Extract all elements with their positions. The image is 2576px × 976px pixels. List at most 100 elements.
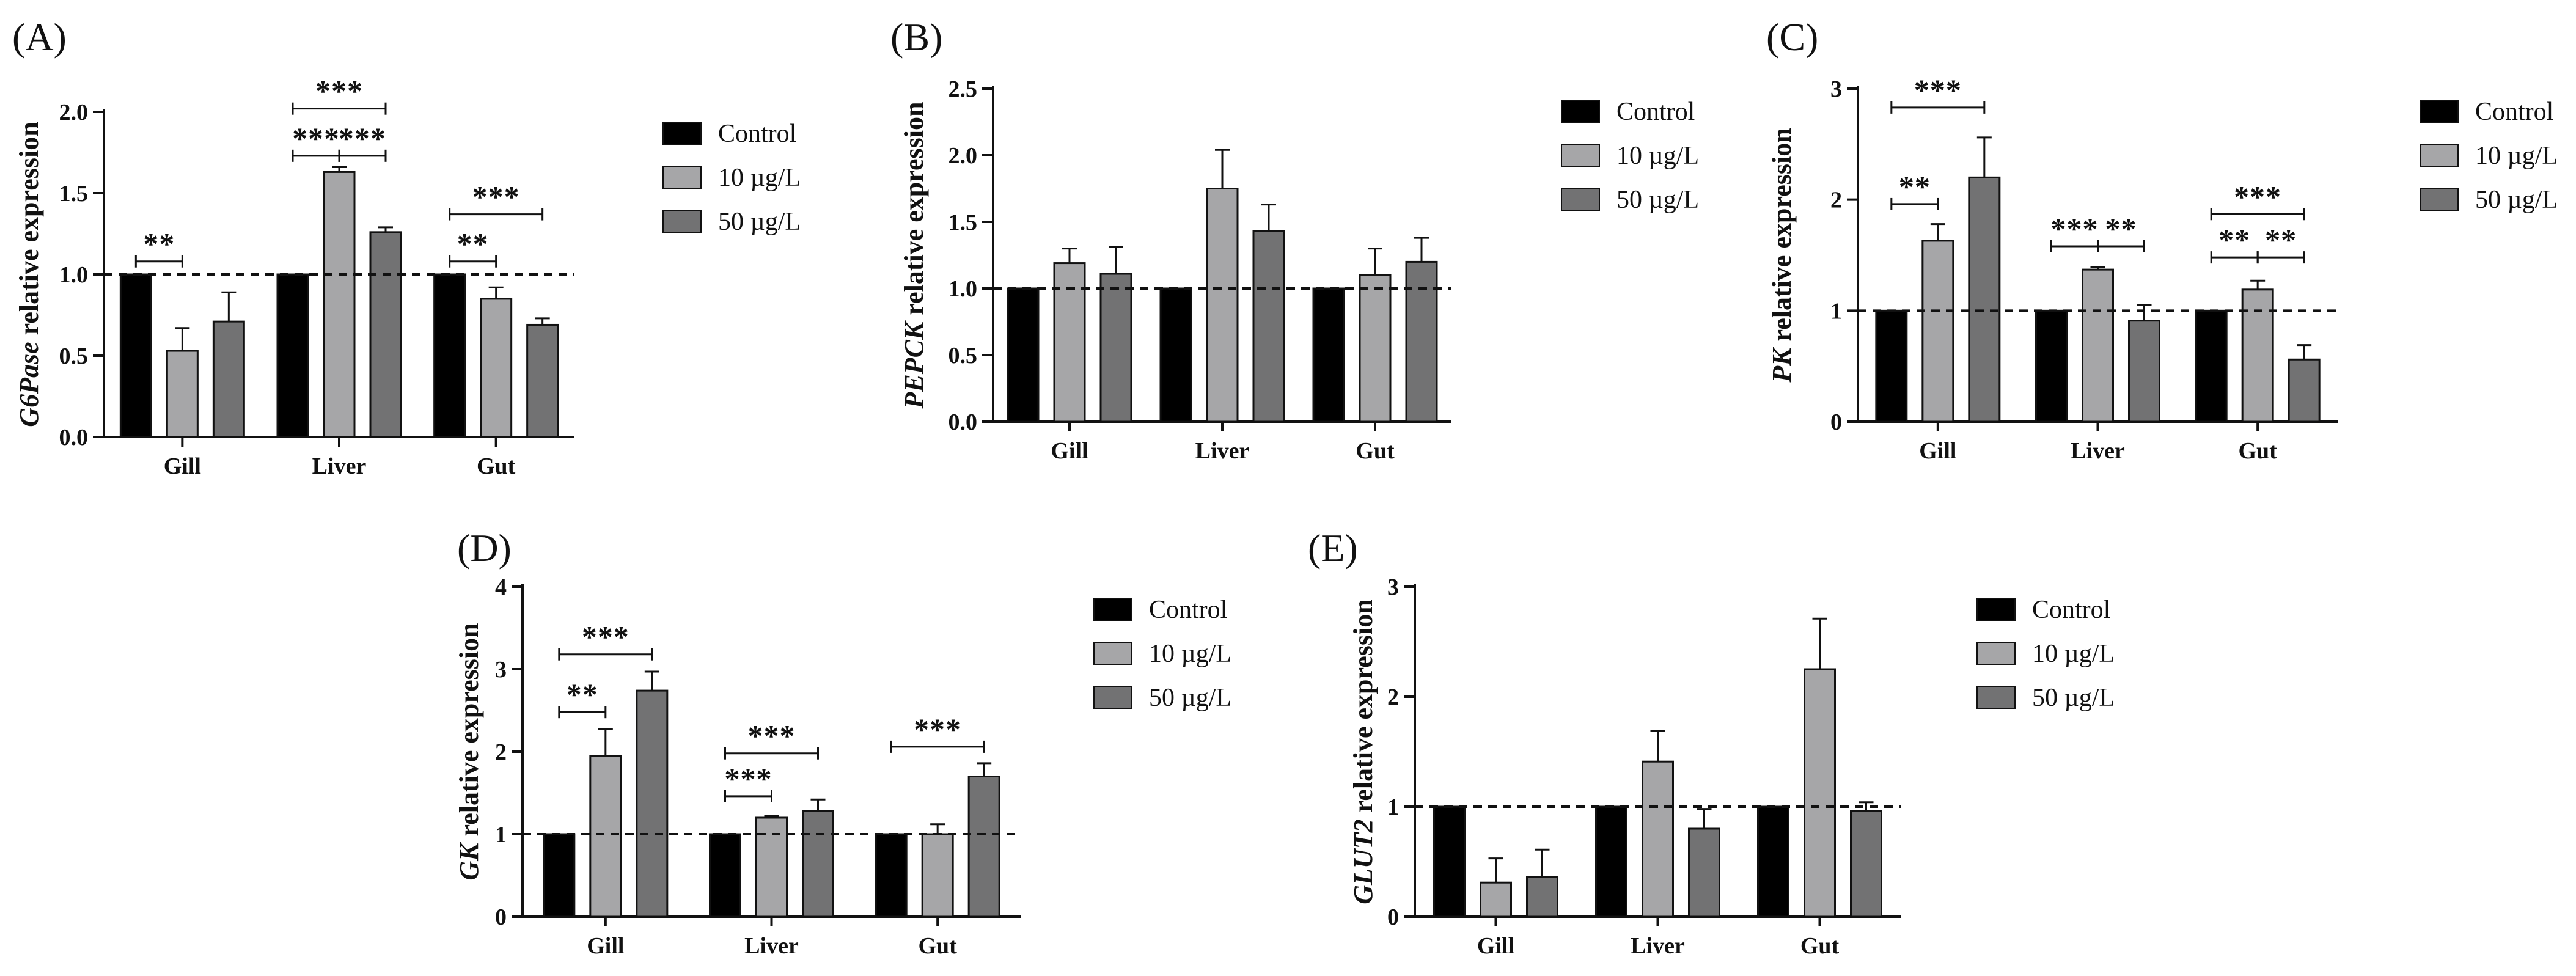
y-axis-gene: PK bbox=[1767, 347, 1797, 383]
sig-label: ** bbox=[2218, 222, 2250, 257]
y-tick-label: 2.5 bbox=[949, 76, 978, 102]
legend-swatch-2 bbox=[1093, 686, 1132, 709]
legend-swatch-1 bbox=[662, 166, 702, 189]
sig-label: *** bbox=[914, 712, 961, 746]
bar-gut-s0 bbox=[2195, 309, 2228, 423]
bar-liver-s0 bbox=[276, 273, 309, 438]
bar-gill-s1 bbox=[1921, 240, 1954, 423]
y-axis-suffix: relative expression bbox=[1348, 599, 1378, 819]
sig-label: *** bbox=[472, 180, 520, 214]
category-label-gill: Gill bbox=[587, 933, 624, 959]
legend-label-0: Control bbox=[2475, 98, 2553, 126]
bar-gill-s0 bbox=[1433, 805, 1466, 918]
sig-label: ** bbox=[1899, 169, 1931, 204]
legend-swatch-2 bbox=[2420, 188, 2459, 211]
y-axis-suffix: relative expression bbox=[454, 623, 484, 843]
bar-gut-s1 bbox=[480, 298, 513, 438]
y-axis-suffix: relative expression bbox=[1767, 128, 1797, 348]
category-label-gut: Gut bbox=[918, 933, 957, 959]
y-tick-label: 0.5 bbox=[59, 343, 89, 369]
y-axis-suffix: relative expression bbox=[899, 102, 929, 322]
bar-gill-s2 bbox=[1968, 176, 2001, 423]
legend-label-1: 10 µg/L bbox=[2032, 640, 2115, 668]
y-tick-label: 2.0 bbox=[949, 143, 978, 169]
panel-e: (E) GLUT2 relative expression 0 1 2 3 Gill Live… bbox=[1308, 526, 2115, 959]
y-tick-label: 4 bbox=[495, 574, 507, 600]
legend-label-1: 10 µg/L bbox=[718, 164, 801, 192]
legend-label-1: 10 µg/L bbox=[1149, 640, 1231, 668]
y-tick-label: 2.0 bbox=[59, 100, 89, 125]
legend-swatch-1 bbox=[2420, 144, 2459, 167]
bar-liver-s2 bbox=[802, 810, 834, 918]
bar-gill-s1 bbox=[589, 755, 622, 918]
bar-liver-s2 bbox=[369, 231, 402, 438]
category-label-gut: Gut bbox=[1356, 438, 1395, 464]
panel-label: (C) bbox=[1766, 15, 1818, 59]
y-tick-label: 0.0 bbox=[949, 409, 978, 435]
bar-gut-s1 bbox=[2241, 288, 2274, 423]
legend-swatch-0 bbox=[1976, 598, 2016, 621]
y-axis-gene: G6Pase bbox=[14, 342, 44, 427]
bar-gut-s0 bbox=[875, 833, 908, 918]
panel-label: (D) bbox=[457, 526, 512, 570]
sig-label: ** bbox=[457, 227, 489, 261]
y-tick-label: 1.0 bbox=[949, 276, 978, 302]
category-label-liver: Liver bbox=[2071, 438, 2125, 464]
legend-label-2: 50 µg/L bbox=[2475, 186, 2558, 214]
category-label-gill: Gill bbox=[164, 453, 201, 479]
panel-b: (B) PEPCK relative expression 0.0 0.5 1.0 1.5… bbox=[890, 15, 1699, 464]
panel-label: (B) bbox=[890, 15, 942, 59]
y-tick-label: 2 bbox=[1387, 684, 1399, 710]
sig-label: ** bbox=[2105, 211, 2137, 246]
bar-gut-s2 bbox=[967, 776, 1000, 918]
legend-swatch-1 bbox=[1976, 642, 2016, 665]
y-axis-suffix: relative expression bbox=[14, 122, 44, 342]
sig-label: *** bbox=[582, 620, 629, 654]
y-tick-label: 0 bbox=[1387, 904, 1399, 930]
legend-swatch-2 bbox=[1561, 188, 1600, 211]
legend-label-0: Control bbox=[1149, 596, 1227, 624]
legend-swatch-1 bbox=[1093, 642, 1132, 665]
y-tick-label: 1 bbox=[495, 822, 507, 848]
category-label-gut: Gut bbox=[2238, 438, 2277, 464]
bar-liver-s1 bbox=[2082, 268, 2114, 423]
sig-label: *** bbox=[2051, 211, 2099, 246]
bar-gut-s1 bbox=[1804, 668, 1836, 918]
bar-gut-s1 bbox=[1359, 274, 1392, 423]
legend-swatch-0 bbox=[1561, 100, 1600, 123]
bar-gill-s1 bbox=[166, 350, 199, 438]
category-label-gut: Gut bbox=[477, 453, 516, 479]
bar-liver-s0 bbox=[709, 833, 741, 918]
category-label-gut: Gut bbox=[1800, 933, 1840, 959]
y-tick-label: 3 bbox=[495, 657, 507, 683]
bar-gut-s0 bbox=[433, 273, 466, 438]
bar-gill-s2 bbox=[636, 689, 669, 918]
legend-label-0: Control bbox=[1616, 98, 1695, 126]
panel-d: (D) GK relative expression 0 1 2 3 4 Gill Liver G… bbox=[454, 526, 1231, 959]
y-tick-label: 3 bbox=[1387, 574, 1399, 600]
category-label-liver: Liver bbox=[1631, 933, 1685, 959]
bar-gill-s0 bbox=[1007, 287, 1040, 423]
y-tick-label: 2 bbox=[1830, 188, 1842, 213]
legend-swatch-2 bbox=[662, 210, 702, 233]
y-tick-label: 1 bbox=[1830, 298, 1842, 324]
category-label-liver: Liver bbox=[312, 453, 367, 479]
panel-c: (C) PK relative expression 0 1 2 3 Gill Liver Gu… bbox=[1766, 15, 2558, 464]
bar-liver-s2 bbox=[1688, 827, 1720, 918]
bar-liver-s0 bbox=[2035, 309, 2068, 423]
legend-label-0: Control bbox=[2032, 596, 2110, 624]
sig-label: ** bbox=[143, 227, 175, 261]
legend-swatch-0 bbox=[1093, 598, 1132, 621]
y-axis-title: GK relative expression bbox=[454, 623, 484, 880]
bar-liver-s1 bbox=[323, 171, 356, 438]
sig-label: *** bbox=[748, 719, 796, 753]
bar-gill-s2 bbox=[1526, 876, 1558, 918]
panel-a: (A) G6Pase relative expression 0.0 0.5 1.0 1.… bbox=[12, 15, 801, 479]
bar-gill-s1 bbox=[1053, 262, 1086, 423]
y-tick-label: 1.5 bbox=[59, 181, 89, 207]
legend-label-0: Control bbox=[718, 120, 796, 148]
bar-gut-s2 bbox=[526, 323, 559, 438]
legend-label-1: 10 µg/L bbox=[2475, 142, 2558, 170]
legend-swatch-0 bbox=[2420, 100, 2459, 123]
